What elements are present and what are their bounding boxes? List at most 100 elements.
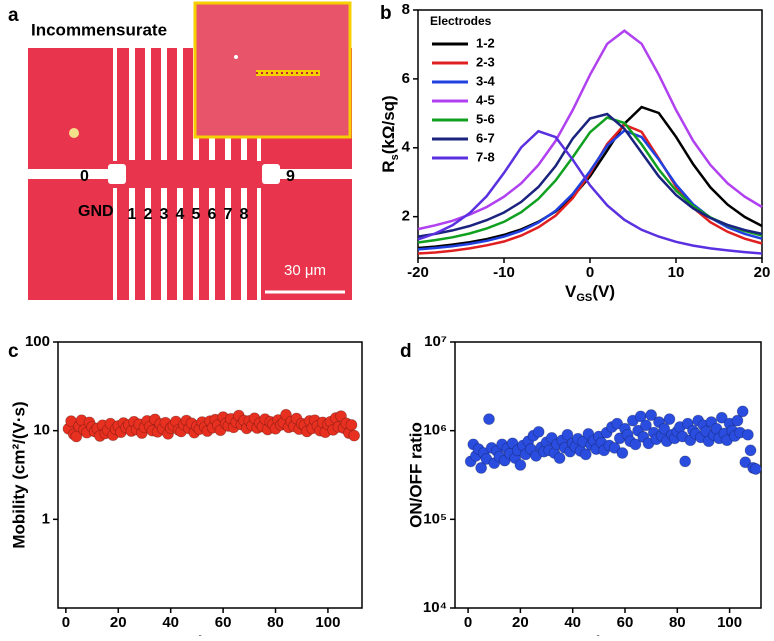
plot-frame: [57, 341, 363, 609]
data-point: [514, 459, 527, 471]
data-point: [579, 448, 592, 461]
electrode: [225, 188, 231, 300]
gap: [257, 188, 261, 300]
axis-label: Device No.: [565, 632, 652, 636]
panel-label: a: [8, 5, 19, 26]
electrode-label: 2: [144, 206, 153, 223]
axis-label: Device No.: [167, 632, 254, 636]
y-tick-label: 10⁵: [423, 510, 447, 527]
data-point: [731, 414, 744, 427]
axis-label: VGS(V): [565, 282, 615, 303]
x-tick-label: 20: [754, 264, 771, 281]
y-tick-label: 2: [402, 208, 410, 225]
contact-pad: [262, 164, 280, 184]
legend-label: 7-8: [476, 149, 495, 164]
data-point: [629, 438, 642, 451]
electrode-label: 1: [128, 206, 137, 223]
legend-label: 3-4: [476, 73, 496, 88]
axis-label: Mobility (cm²/(V·s): [9, 401, 28, 548]
series-line: [417, 129, 763, 255]
axis-label-part: (kΩ/sq): [379, 95, 398, 154]
data-point: [744, 444, 757, 457]
electrode: [129, 48, 135, 160]
electrode-label: 5: [192, 206, 201, 223]
panel-label: b: [380, 3, 392, 24]
axis-label-part: R: [379, 160, 398, 172]
lead: [280, 169, 352, 179]
series-line: [417, 129, 763, 251]
gap: [113, 188, 117, 300]
legend-label: 1-2: [476, 35, 495, 50]
x-tick-label: -10: [493, 264, 515, 281]
electrode-label: 9: [286, 168, 295, 185]
y-tick-label: 10⁶: [423, 422, 447, 439]
data-point: [348, 429, 361, 442]
electrode-label: 4: [176, 206, 185, 223]
axis-label-part: V: [565, 282, 577, 301]
data-point: [679, 455, 692, 468]
y-tick-label: 10⁷: [424, 333, 447, 350]
electrode-label: 6: [208, 206, 217, 223]
data-point: [616, 447, 629, 459]
data-point: [663, 413, 676, 426]
y-tick-label: 4: [402, 139, 411, 156]
x-tick-label: 0: [586, 264, 594, 281]
data-point: [739, 456, 752, 469]
x-tick-label: 80: [267, 614, 284, 631]
series-line: [417, 112, 763, 238]
lead: [28, 169, 112, 179]
inset: [193, 1, 352, 139]
x-tick-label: 40: [564, 614, 581, 631]
data-point: [608, 441, 621, 454]
electrode: [177, 188, 183, 300]
data-point: [553, 452, 566, 465]
data-point: [736, 405, 749, 418]
data-point: [475, 462, 488, 474]
legend-label: 2-3: [476, 54, 495, 69]
electrode: [241, 188, 247, 300]
axis-label-part: s: [389, 154, 401, 160]
x-tick-label: 0: [464, 614, 472, 631]
electrode-label: 8: [240, 206, 249, 223]
data-point: [749, 463, 762, 475]
data-point: [645, 409, 658, 421]
panel-label: c: [8, 341, 19, 362]
electrode: [129, 188, 135, 300]
y-tick-label: 8: [402, 1, 410, 18]
inset-dot: [234, 55, 238, 59]
x-tick-label: 80: [669, 614, 686, 631]
data-point: [532, 425, 545, 438]
data-point: [345, 419, 358, 431]
x-tick-label: 10: [668, 264, 685, 281]
data-point: [611, 417, 624, 430]
y-tick-label: 10: [33, 422, 50, 439]
data-point: [715, 411, 728, 424]
data-point: [561, 428, 574, 441]
axis-label-part: GS: [576, 292, 592, 304]
image-title: Incommensurate: [31, 20, 167, 39]
legend-label: 6-7: [476, 130, 495, 145]
y-tick-label: 10⁴: [423, 599, 447, 616]
data-point: [483, 413, 495, 426]
electrode-label: 0: [80, 168, 89, 185]
electrode-label: 7: [224, 206, 233, 223]
x-tick-label: 60: [215, 614, 232, 631]
legend-label: 5-6: [476, 111, 495, 126]
electrode: [193, 188, 199, 300]
plot-frame: [454, 341, 762, 609]
panel-label: d: [400, 341, 412, 362]
data-point: [742, 428, 754, 441]
series-line: [417, 29, 763, 231]
y-tick-label: 6: [402, 70, 410, 87]
gap: [113, 48, 117, 161]
x-tick-label: 100: [717, 614, 742, 631]
axis-label: ON/OFF ratio: [406, 422, 425, 528]
micrograph: Incommensurate 0 9 GND 30 μm: [28, 1, 352, 300]
electrode: [209, 188, 215, 300]
x-tick-label: 60: [617, 614, 634, 631]
legend-title: Electrodes: [430, 14, 492, 28]
electrode: [145, 188, 151, 300]
series-line: [417, 123, 763, 255]
